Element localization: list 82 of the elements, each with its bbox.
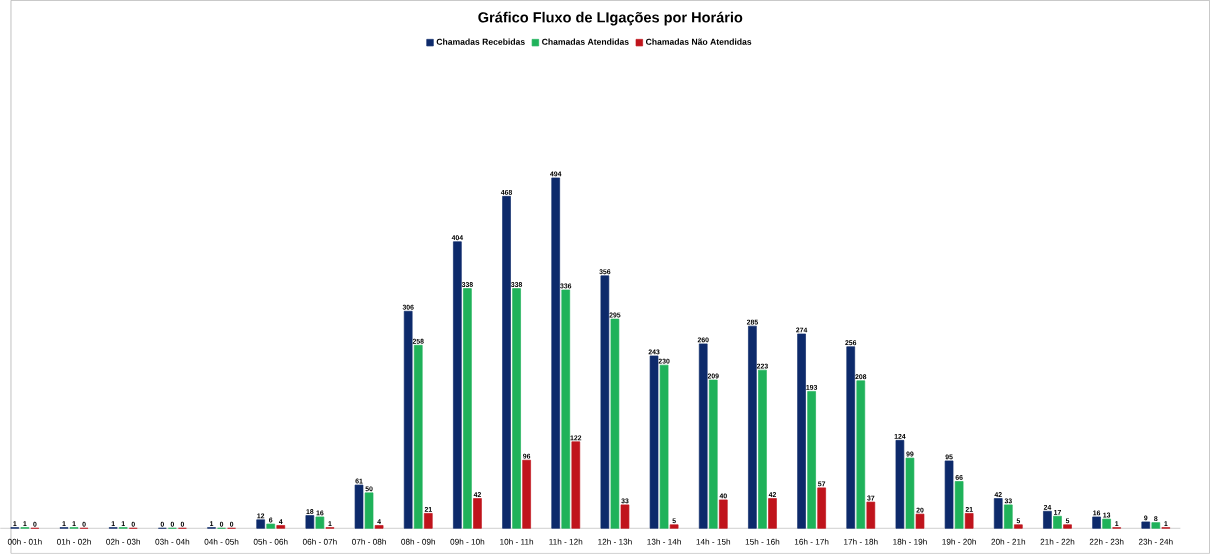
legend-label: Chamadas Recebidas [436,38,525,45]
x-tick-label: 02h - 03h [106,538,140,545]
bar [403,311,413,529]
x-tick-label: 08h - 09h [401,538,436,545]
bar [915,513,925,529]
bar [600,275,610,529]
bar [758,369,767,529]
bar [561,289,571,529]
bar [1092,516,1101,529]
x-tick-label: 19h - 20h [942,538,976,545]
x-tick-label: 04h - 05h [204,538,239,545]
bar [944,460,954,529]
x-tick-label: 17h - 18h [844,538,878,545]
bar [649,355,659,529]
x-tick-label: 09h - 10h [450,538,485,545]
x-tick-label: 12h - 13h [598,538,632,545]
bar [364,492,374,529]
bar [807,391,816,529]
legend-label: Chamadas Não Atendidas [645,38,752,45]
bar [797,333,806,529]
bar [846,346,856,529]
legend-label: Chamadas Atendidas [542,38,629,45]
bar [1043,511,1052,529]
bar [895,440,905,529]
bar [266,523,276,529]
bar [423,513,433,529]
x-tick-label: 15h - 16h [745,538,780,545]
bar [1063,524,1072,529]
x-tick-label: 14h - 15h [696,538,731,545]
x-tick-label: 18h - 19h [893,538,927,545]
bar [473,498,482,529]
x-tick-label: 07h - 08h [352,538,386,545]
bar [571,441,581,529]
bar [856,380,866,529]
bar [1102,518,1111,529]
bar [993,498,1003,529]
bar [453,241,462,529]
bar [256,519,265,529]
chart-title: Gráfico Fluxo de LIgações por Horário [478,11,743,26]
x-tick-label: 00h - 01h [7,538,42,545]
bar [522,459,531,529]
bar [719,499,728,529]
bar [354,484,364,529]
bar [817,487,826,529]
bar [748,325,757,529]
bar [610,318,620,529]
bar [708,379,718,529]
bar [276,525,286,529]
bar [905,457,915,529]
bar [1004,504,1013,529]
bar [1141,521,1151,529]
bar [954,481,964,529]
bar [1014,524,1023,529]
x-tick-label: 10h - 11h [500,538,534,545]
x-tick-label: 11h - 12h [549,538,583,545]
bar [463,288,472,529]
bar [374,525,384,529]
x-tick-label: 21h - 22h [1040,538,1075,545]
x-tick-label: 13h - 14h [647,538,681,545]
bar [413,345,423,529]
bar [551,177,560,529]
bar [866,501,876,529]
bar [1053,516,1062,529]
bar [512,288,521,529]
bar [315,516,325,529]
bar [964,513,974,529]
x-tick-label: 03h - 04h [155,538,190,545]
bar [768,498,777,529]
x-tick-label: 22h - 23h [1089,538,1124,545]
bar [502,196,511,529]
x-tick-label: 01h - 02h [57,538,91,545]
bar [305,515,315,529]
bar [1151,522,1161,529]
bar [669,524,679,529]
bar [698,343,708,529]
x-tick-label: 23h - 24h [1138,538,1173,545]
x-tick-label: 06h - 07h [302,538,337,545]
bar [620,504,630,529]
x-tick-label: 16h - 17h [794,538,829,545]
x-tick-label: 05h - 06h [253,538,288,545]
x-tick-label: 20h - 21h [991,538,1026,545]
bar [659,364,669,529]
